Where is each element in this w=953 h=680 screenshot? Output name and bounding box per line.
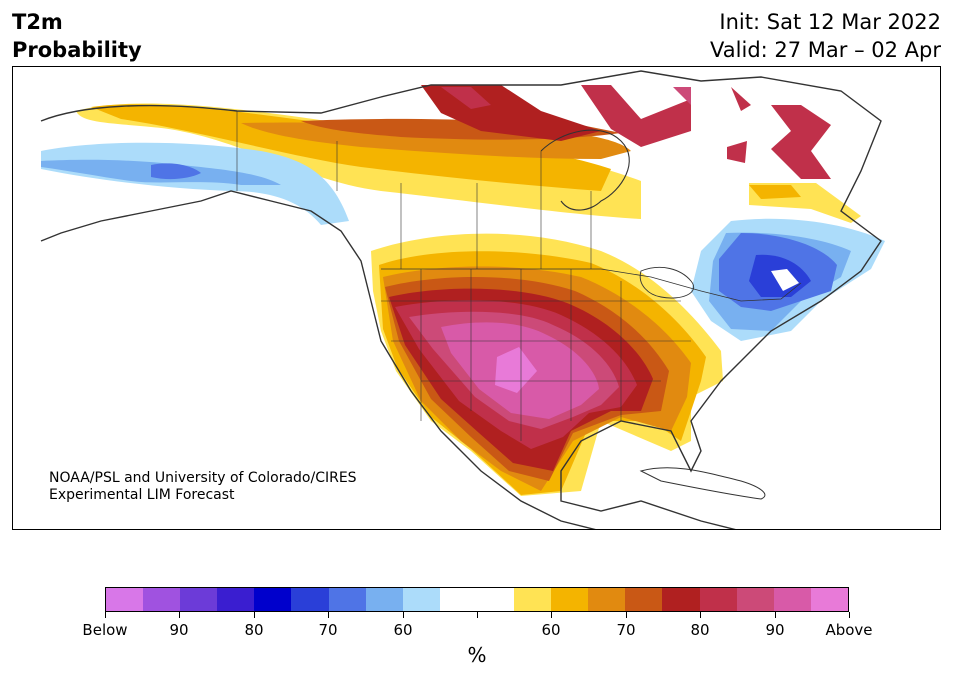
colorbar-cell (143, 588, 181, 611)
arctic-crimson-2 (581, 85, 691, 147)
probability-map (40, 70, 885, 529)
colorbar-tick-label: 70 (318, 621, 338, 639)
colorbar (105, 587, 849, 612)
arctic-crimson-5 (727, 141, 747, 163)
map-panel: NOAA/PSL and University of Colorado/CIRE… (12, 66, 941, 530)
colorbar-tick-label: Above (825, 621, 873, 639)
credit-text: NOAA/PSL and University of Colorado/CIRE… (49, 470, 357, 504)
colorbar-tick-label: 80 (244, 621, 264, 639)
arctic-crimson-4 (771, 105, 831, 179)
colorbar-tick (179, 612, 180, 618)
colorbar-cell (180, 588, 218, 611)
cuba-coast (639, 467, 766, 500)
colorbar-cell (106, 588, 144, 611)
colorbar-cell (662, 588, 700, 611)
colorbar-cell (365, 588, 403, 611)
us-canada-border (381, 268, 802, 302)
colorbar-tick-label: 90 (169, 621, 189, 639)
arctic-crimson-1 (441, 87, 491, 109)
colorbar-cell (810, 588, 848, 611)
colorbar-cell (514, 588, 552, 611)
colorbar-cell (254, 588, 292, 611)
northeast-white-hole (771, 269, 799, 291)
colorbar-tick (849, 612, 850, 618)
title-variable: T2m (12, 10, 63, 34)
colorbar-cell (625, 588, 663, 611)
colorbar-cell (328, 588, 366, 611)
canada-province-borders (236, 111, 592, 269)
init-date: Init: Sat 12 Mar 2022 (719, 10, 941, 34)
hudson-bay-coast (540, 129, 630, 211)
credit-line-2: Experimental LIM Forecast (49, 487, 235, 503)
great-lakes (639, 267, 694, 299)
colorbar-cell (217, 588, 255, 611)
colorbar-tick (477, 612, 478, 618)
colorbar-tick-label: 90 (765, 621, 785, 639)
colorbar-tick-label: 80 (690, 621, 710, 639)
chart-title: T2m Probability (12, 8, 142, 64)
colorbar-cell (773, 588, 811, 611)
colorbar-cell (699, 588, 737, 611)
colorbar-tick-label: 60 (393, 621, 413, 639)
colorbar-tick (105, 612, 106, 618)
colorbar-tick-label: Below (82, 621, 128, 639)
colorbar-tick (254, 612, 255, 618)
colorbar-cell (736, 588, 774, 611)
south-magenta-core (495, 347, 537, 393)
colorbar-cell (291, 588, 329, 611)
valid-dates: Valid: 27 Mar – 02 Apr (710, 38, 941, 62)
colorbar-unit: % (467, 643, 487, 667)
colorbar-cell (402, 588, 440, 611)
colorbar-cell (476, 588, 515, 611)
credit-line-1: NOAA/PSL and University of Colorado/CIRE… (49, 470, 357, 486)
arctic-crimson-3 (731, 87, 751, 111)
arctic-pink-1 (673, 87, 691, 105)
colorbar-tick (328, 612, 329, 618)
colorbar-tick-label: 60 (541, 621, 561, 639)
colorbar-tick (626, 612, 627, 618)
colorbar-tick (775, 612, 776, 618)
state-borders (381, 269, 691, 441)
colorbar-tick (700, 612, 701, 618)
alaska-blue-core (151, 163, 201, 180)
north-gold-band (91, 104, 611, 191)
colorbar-tick-label: 70 (616, 621, 636, 639)
colorbar-tick (551, 612, 552, 618)
colorbar-cell (588, 588, 626, 611)
north-america-coastline (40, 70, 882, 529)
date-info: Init: Sat 12 Mar 2022 Valid: 27 Mar – 02… (710, 8, 941, 64)
colorbar-cell (551, 588, 589, 611)
labrador-gold (749, 185, 801, 199)
colorbar-cell (439, 588, 477, 611)
colorbar-tick (403, 612, 404, 618)
title-subject: Probability (12, 38, 142, 62)
